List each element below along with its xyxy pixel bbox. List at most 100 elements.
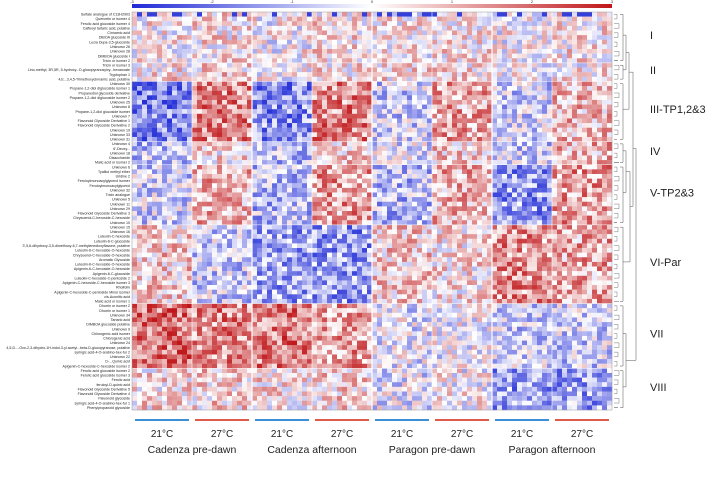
heatmap-cell	[537, 49, 543, 54]
heatmap-cell	[597, 160, 603, 165]
heatmap-cell	[437, 90, 443, 96]
heatmap-cell	[592, 95, 598, 101]
heatmap-cell	[467, 150, 473, 156]
heatmap-cell	[542, 90, 548, 96]
heatmap-cell	[317, 169, 323, 175]
heatmap-cell	[382, 53, 388, 59]
heatmap-cell	[362, 123, 368, 128]
heatmap-cell	[532, 146, 538, 151]
heatmap-cell	[412, 187, 418, 193]
heatmap-cell	[462, 53, 468, 59]
heatmap-cell	[477, 224, 483, 230]
heatmap-cell	[507, 234, 513, 239]
heatmap-cell	[572, 109, 578, 114]
heatmap-cell	[267, 150, 273, 156]
heatmap-cell	[167, 155, 173, 161]
heatmap-cell	[262, 201, 268, 207]
heatmap-cell	[432, 113, 438, 119]
heatmap-cell	[262, 211, 268, 216]
heatmap-cell	[462, 25, 468, 31]
heatmap-cell	[152, 90, 158, 96]
heatmap-cell	[552, 113, 558, 119]
heatmap-cell	[522, 136, 528, 142]
heatmap-cell	[402, 160, 408, 165]
heatmap-cell	[537, 90, 543, 96]
heatmap-cell	[372, 183, 378, 189]
heatmap-cell	[297, 109, 303, 114]
heatmap-cell	[257, 150, 263, 156]
heatmap-cell	[297, 146, 303, 151]
heatmap-cell	[187, 150, 193, 156]
heatmap-cell	[477, 113, 483, 119]
heatmap-cell	[247, 155, 253, 161]
heatmap-cell	[417, 155, 423, 161]
heatmap-cell	[302, 49, 308, 54]
heatmap-cell	[147, 62, 153, 68]
heatmap-cell	[307, 16, 313, 22]
heatmap-cell	[292, 81, 298, 87]
heatmap-cell	[442, 12, 448, 17]
heatmap-cell	[482, 178, 488, 184]
heatmap-cell	[227, 81, 233, 87]
heatmap-cell	[527, 25, 533, 31]
heatmap-cell	[292, 49, 298, 54]
heatmap-cell	[517, 238, 523, 244]
heatmap-cell	[172, 155, 178, 161]
heatmap-cell	[292, 150, 298, 156]
heatmap-cell	[212, 206, 218, 212]
heatmap-cell	[452, 169, 458, 175]
heatmap-cell	[462, 81, 468, 87]
heatmap-cell	[322, 169, 328, 175]
heatmap-cell	[197, 104, 203, 110]
heatmap-cell	[502, 49, 508, 54]
heatmap-cell	[177, 86, 183, 91]
heatmap-cell	[402, 86, 408, 91]
heatmap-cell	[517, 164, 523, 170]
heatmap-cell	[527, 243, 533, 249]
heatmap-cell	[307, 192, 313, 198]
heatmap-cell	[592, 169, 598, 175]
heatmap-cell	[167, 35, 173, 40]
heatmap-cell	[457, 150, 463, 156]
heatmap-cell	[537, 132, 543, 138]
heatmap-cell	[172, 234, 178, 239]
heatmap-cell	[457, 238, 463, 244]
heatmap-cell	[177, 220, 183, 226]
heatmap-cell	[432, 155, 438, 161]
heatmap-cell	[357, 25, 363, 31]
heatmap-cell	[222, 141, 228, 147]
heatmap-cell	[562, 95, 568, 101]
heatmap-cell	[197, 224, 203, 230]
heatmap-cell	[287, 155, 293, 161]
heatmap-cell	[227, 211, 233, 216]
heatmap-cell	[182, 53, 188, 59]
heatmap-cell	[232, 90, 238, 96]
heatmap-cell	[147, 220, 153, 226]
heatmap-cell	[172, 178, 178, 184]
heatmap-cell	[597, 164, 603, 170]
heatmap-cell	[352, 30, 358, 36]
heatmap-cell	[272, 44, 278, 50]
heatmap-cell	[212, 150, 218, 156]
heatmap-cell	[502, 62, 508, 68]
row-label: Unknown 29	[110, 207, 130, 211]
heatmap-cell	[567, 146, 573, 151]
heatmap-cell	[267, 35, 273, 40]
heatmap-cell	[402, 113, 408, 119]
heatmap-cell	[262, 234, 268, 239]
heatmap-cell	[282, 220, 288, 226]
heatmap-cell	[252, 243, 258, 249]
heatmap-cell	[192, 44, 198, 50]
heatmap-cell	[237, 192, 243, 198]
heatmap-cell	[512, 104, 518, 110]
heatmap-cell	[397, 243, 403, 249]
heatmap-cell	[342, 224, 348, 230]
heatmap-cell	[587, 215, 593, 221]
heatmap-cell	[247, 25, 253, 31]
heatmap-cell	[362, 109, 368, 114]
heatmap-cell	[132, 243, 138, 249]
heatmap-cell	[337, 58, 343, 64]
heatmap-cell	[317, 243, 323, 249]
heatmap-cell	[322, 211, 328, 216]
heatmap-cell	[412, 201, 418, 207]
